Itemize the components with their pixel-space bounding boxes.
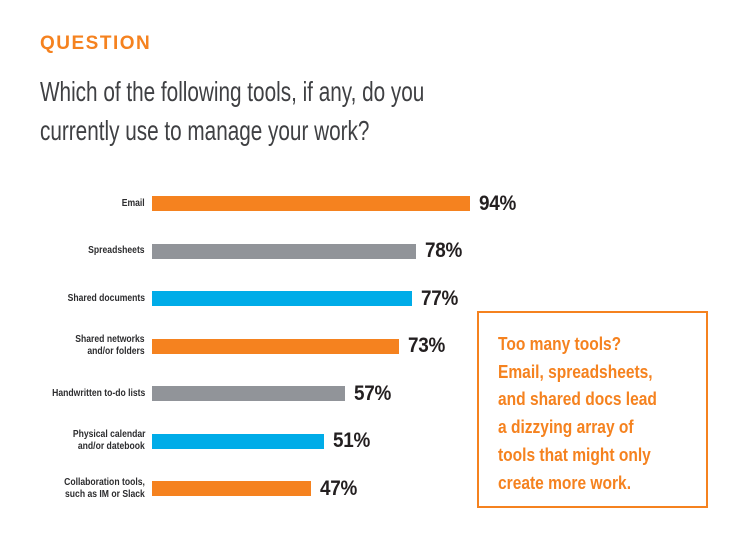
callout-line: a dizzying array of xyxy=(498,416,634,438)
category-label-line: Collaboration tools, xyxy=(64,476,145,488)
bar-row: Shared documents 77% xyxy=(40,275,700,323)
callout-line: create more work. xyxy=(498,471,632,493)
bar xyxy=(152,386,345,402)
bar xyxy=(152,433,324,449)
callout-line: tools that might only xyxy=(498,443,651,465)
bar-row: Spreadsheets 78% xyxy=(40,228,700,276)
value-label: 51% xyxy=(333,429,371,453)
value-label: 57% xyxy=(354,381,392,405)
category-label: Email xyxy=(40,198,145,210)
bar xyxy=(152,481,311,497)
bar-row: Physical calendar and/or datebook 51% xyxy=(40,418,700,466)
category-label-line: Shared networks xyxy=(75,334,145,346)
bar-row: Email 94% xyxy=(40,180,700,228)
category-label: Handwritten to-do lists xyxy=(40,388,145,400)
callout-line: Too many tools? xyxy=(498,333,622,354)
page-title: Which of the following tools, if any, do… xyxy=(40,72,559,150)
question-eyebrow: QUESTION xyxy=(40,33,152,54)
category-label-line: Physical calendar xyxy=(72,429,145,441)
bar-row: Shared networks and/or folders 73% xyxy=(40,323,700,371)
callout-line: and shared docs lead xyxy=(498,388,657,410)
value-label: 94% xyxy=(479,191,517,215)
category-label-line: such as IM or Slack xyxy=(65,488,145,500)
category-label-line: Shared documents xyxy=(67,292,145,304)
value-label: 47% xyxy=(320,476,358,500)
bar xyxy=(152,338,399,354)
bar xyxy=(152,291,412,307)
value-label: 78% xyxy=(425,239,463,263)
bar-row: Collaboration tools, such as IM or Slack 4… xyxy=(40,465,700,513)
category-label: Shared networks and/or folders xyxy=(40,334,145,358)
bar xyxy=(152,196,470,212)
callout-line: Email, spreadsheets, xyxy=(498,360,653,382)
bar-row: Handwritten to-do lists 57% xyxy=(40,370,700,418)
value-label: 77% xyxy=(421,286,459,310)
category-label-line: Spreadsheets xyxy=(88,245,145,257)
category-label-line: Email xyxy=(122,197,145,209)
page-title-line-1: Which of the following tools, if any, do… xyxy=(40,76,425,107)
value-label: 73% xyxy=(408,334,446,358)
category-label: Spreadsheets xyxy=(40,245,145,257)
page-title-line-2: currently use to manage your work? xyxy=(40,115,370,146)
category-label: Shared documents xyxy=(40,293,145,305)
bar-chart: Email 94% Spreadsheets 78% Shared documents 7… xyxy=(40,180,700,513)
category-label: Physical calendar and/or datebook xyxy=(40,429,145,453)
bar xyxy=(152,243,416,259)
category-label-line: and/or folders xyxy=(87,346,145,358)
category-label-line: Handwritten to-do lists xyxy=(51,387,145,399)
category-label-line: and/or datebook xyxy=(78,441,145,453)
category-label: Collaboration tools, such as IM or Slack xyxy=(40,477,145,501)
callout-box: Too many tools? Email, spreadsheets, and s… xyxy=(477,311,708,508)
